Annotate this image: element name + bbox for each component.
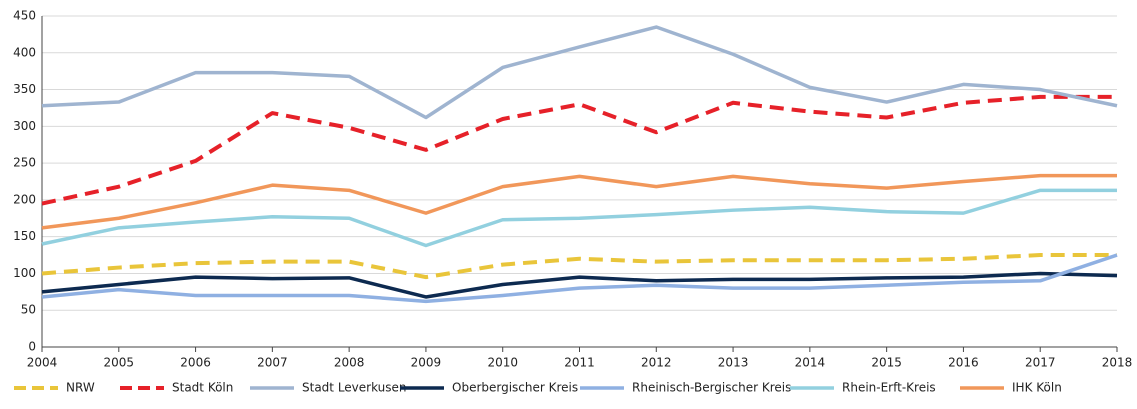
- series-line: [41, 271, 1118, 299]
- y-tick-label: 400: [13, 45, 36, 59]
- series-line: [41, 253, 1117, 280]
- legend-label: Stadt Köln: [172, 381, 233, 395]
- x-tick-label: 2011: [564, 356, 595, 370]
- series-line: [41, 253, 1118, 304]
- x-tick-label: 2007: [257, 356, 288, 370]
- y-tick-label: 50: [21, 303, 36, 317]
- legend-label: Rheinisch-Bergischer Kreis: [632, 381, 791, 395]
- legend-label: Rhein-Erft-Kreis: [842, 381, 936, 395]
- x-tick-label: 2016: [948, 356, 979, 370]
- x-tick-label: 2015: [871, 356, 902, 370]
- series-line: [41, 188, 1117, 248]
- x-tick-label: 2018: [1102, 356, 1133, 370]
- y-tick-label: 350: [13, 82, 36, 96]
- legend-label: NRW: [66, 381, 95, 395]
- x-tick-label: 2012: [641, 356, 672, 370]
- x-tick-label: 2010: [487, 356, 518, 370]
- legend-label: IHK Köln: [1012, 381, 1062, 395]
- legend-label: Oberbergischer Kreis: [452, 381, 578, 395]
- y-tick-label: 250: [13, 156, 36, 170]
- x-tick-label: 2006: [180, 356, 211, 370]
- legend-label: Stadt Leverkusen: [302, 381, 407, 395]
- x-tick-label: 2005: [104, 356, 135, 370]
- x-tick-label: 2017: [1025, 356, 1056, 370]
- x-tick-label: 2004: [27, 356, 58, 370]
- y-tick-label: 150: [13, 229, 36, 243]
- y-tick-label: 300: [13, 119, 36, 133]
- y-tick-label: 100: [13, 266, 36, 280]
- y-tick-label: 0: [28, 340, 36, 354]
- series-line: [41, 25, 1118, 120]
- series-line: [41, 94, 1117, 206]
- x-tick-label: 2008: [334, 356, 365, 370]
- y-tick-label: 200: [13, 192, 36, 206]
- x-tick-label: 2013: [718, 356, 749, 370]
- y-tick-label: 450: [13, 9, 36, 23]
- x-tick-label: 2014: [795, 356, 826, 370]
- series-line: [41, 173, 1117, 230]
- x-tick-label: 2009: [411, 356, 442, 370]
